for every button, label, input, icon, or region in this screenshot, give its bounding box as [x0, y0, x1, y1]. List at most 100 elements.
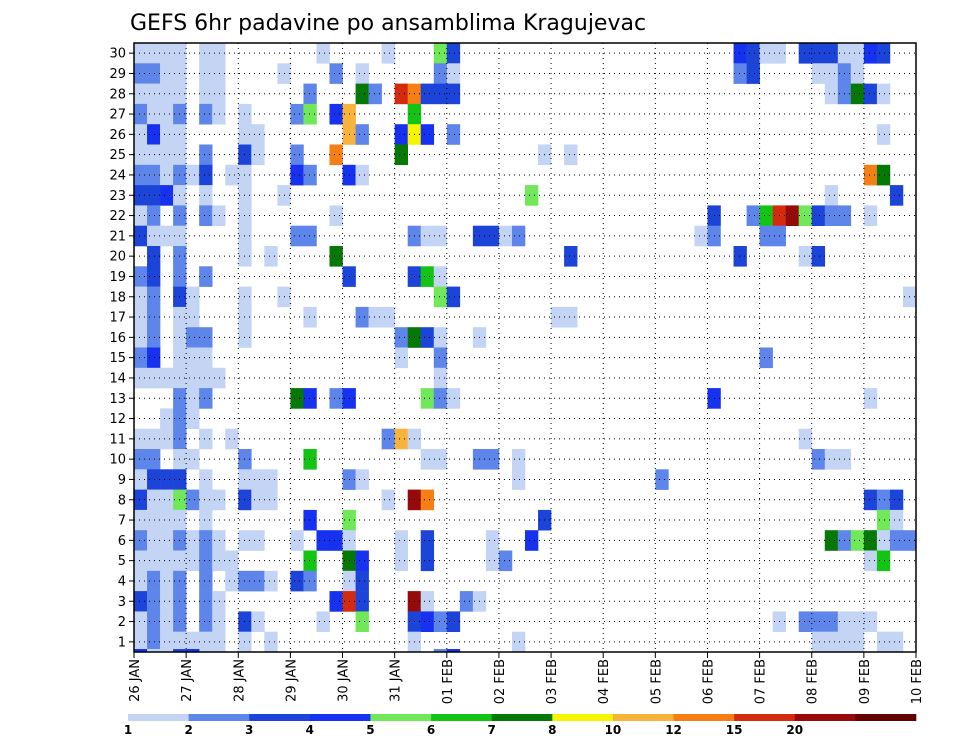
heatmap-cell [134, 649, 148, 653]
heatmap-cell [329, 591, 343, 612]
heatmap-cell [525, 530, 539, 551]
heatmap-cell [134, 266, 148, 287]
heatmap-cell [329, 388, 343, 409]
heatmap-cell [433, 63, 448, 84]
heatmap-cell [889, 489, 904, 511]
heatmap-cell [876, 530, 891, 551]
heatmap-cell [811, 43, 826, 64]
heatmap-cell [863, 550, 878, 572]
colorbar-tick-label: 6 [427, 723, 435, 737]
heatmap-cell [446, 611, 461, 632]
heatmap-cell [759, 205, 773, 226]
heatmap-cell [290, 570, 304, 592]
colorbar-tick-label: 5 [366, 723, 374, 737]
heatmap-cell [186, 347, 200, 369]
y-tick-label: 25 [109, 148, 126, 163]
heatmap-cell [876, 489, 891, 511]
heatmap-cell [186, 286, 200, 308]
heatmap-cell [511, 225, 526, 247]
y-tick-label: 21 [109, 229, 126, 244]
heatmap-cell [303, 509, 317, 531]
heatmap-cell [199, 611, 213, 632]
y-tick-label: 22 [109, 209, 126, 224]
heatmap-cell [850, 83, 865, 105]
heatmap-cell [199, 550, 213, 572]
heatmap-cell [824, 205, 839, 226]
heatmap-cell [394, 83, 408, 105]
heatmap-cell [303, 550, 317, 572]
heatmap-cell [199, 327, 213, 348]
heatmap-cell [199, 43, 213, 64]
heatmap-cell [564, 306, 578, 328]
heatmap-cell [420, 225, 435, 247]
heatmap-cell [564, 246, 578, 267]
heatmap-cell [134, 225, 148, 247]
heatmap-cell [876, 83, 891, 105]
heatmap-cell [212, 591, 226, 612]
heatmap-cell [420, 489, 435, 511]
heatmap-cell [147, 428, 161, 450]
heatmap-cell [433, 266, 448, 287]
heatmap-cell [446, 388, 461, 409]
heatmap-cell [134, 103, 148, 125]
chart-title: GEFS 6hr padavine po ansamblima Kragujev… [130, 11, 646, 36]
heatmap-cell [199, 591, 213, 612]
colorbar-swatch [188, 714, 250, 721]
heatmap-cell [251, 570, 265, 592]
heatmap-cell [160, 43, 174, 64]
heatmap-cell [147, 83, 161, 105]
colorbar-tick-label: 15 [726, 723, 743, 737]
heatmap-cell [811, 611, 826, 632]
heatmap-cell [186, 164, 200, 186]
heatmap-cell [199, 347, 213, 369]
heatmap-cell [420, 591, 435, 612]
heatmap-cell [368, 83, 382, 105]
heatmap-cell [394, 327, 408, 348]
x-tick-label: 07 FEB [754, 659, 769, 704]
heatmap-cell [525, 185, 539, 206]
heatmap-cell [290, 164, 304, 186]
heatmap-cell [212, 63, 226, 84]
heatmap-cell [147, 164, 161, 186]
heatmap-cell [329, 530, 343, 551]
heatmap-cell [420, 83, 435, 105]
y-tick-label: 28 [109, 87, 126, 102]
colorbar-swatch [552, 714, 614, 721]
heatmap-cell [329, 103, 343, 125]
heatmap-cell [199, 469, 213, 490]
heatmap-cells [134, 43, 917, 653]
heatmap-cell [212, 530, 226, 551]
heatmap-cell [329, 246, 343, 267]
heatmap-cell [485, 449, 500, 470]
colorbar-swatch [612, 714, 674, 721]
heatmap-cell [147, 449, 161, 470]
heatmap-cell [147, 509, 161, 531]
heatmap-cell [212, 205, 226, 226]
heatmap-cell [446, 649, 461, 653]
heatmap-cell [355, 550, 369, 572]
heatmap-cell [446, 286, 461, 308]
y-tick-label: 29 [109, 67, 126, 82]
heatmap-cell [876, 43, 891, 64]
heatmap-cell [863, 489, 878, 511]
heatmap-cell [134, 530, 148, 551]
heatmap-cell [134, 306, 148, 328]
heatmap-cell [251, 144, 265, 166]
x-tick-label: 29 JAN [284, 659, 299, 702]
heatmap-cell [264, 469, 278, 490]
y-tick-label: 4 [118, 574, 126, 589]
heatmap-cell [446, 124, 461, 145]
heatmap-cell [186, 631, 200, 653]
heatmap-cell [264, 489, 278, 511]
heatmap-cell [485, 550, 500, 572]
heatmap-cell [160, 83, 174, 105]
heatmap-cell [433, 43, 448, 64]
heatmap-cell [160, 144, 174, 166]
colorbar-swatch [855, 714, 917, 721]
heatmap-cell [433, 367, 448, 389]
heatmap-cell [212, 489, 226, 511]
x-tick-label: 02 FEB [493, 659, 508, 704]
heatmap-cell [147, 570, 161, 592]
heatmap-cell [446, 63, 461, 84]
y-tick-label: 19 [109, 270, 126, 285]
